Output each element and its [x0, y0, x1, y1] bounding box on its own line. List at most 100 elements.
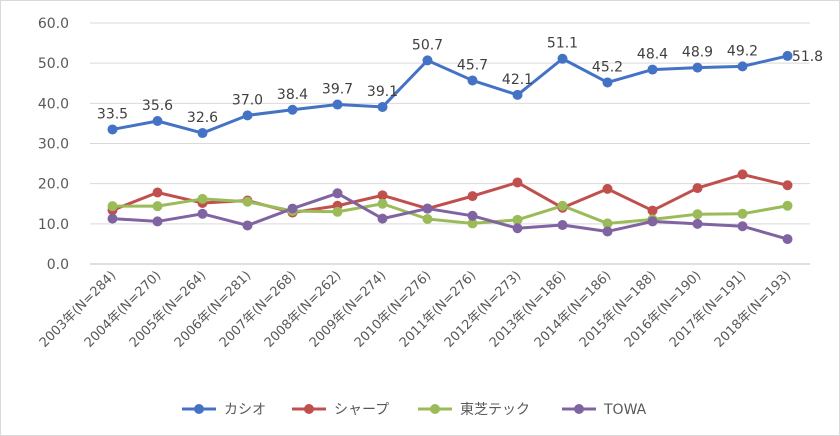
data-point — [377, 101, 388, 112]
data-point — [557, 53, 568, 64]
data-label: 32.6 — [187, 110, 218, 126]
data-point — [557, 200, 568, 211]
data-point — [107, 213, 118, 224]
data-label: 39.1 — [367, 84, 398, 100]
data-label: 33.5 — [97, 106, 128, 122]
y-axis-ticks: 0.0 10.0 20.0 30.0 40.0 50.0 60.0 — [38, 16, 69, 273]
data-point — [467, 191, 478, 202]
x-tick-label: 2012年(N=273) — [442, 268, 524, 350]
data-point — [467, 210, 478, 221]
data-point — [152, 201, 163, 212]
data-point — [242, 110, 253, 121]
data-point — [512, 223, 523, 234]
data-point — [377, 190, 388, 201]
x-axis-ticks: 2003年(N=284)2004年(N=270)2005年(N=264)2006… — [37, 268, 794, 350]
data-point — [332, 188, 343, 199]
data-point — [197, 128, 208, 139]
data-point — [647, 216, 658, 227]
series-line — [111, 172, 789, 215]
data-point — [287, 104, 298, 115]
legend-label: TOWA — [603, 402, 647, 418]
legend-marker — [194, 404, 204, 414]
data-point — [377, 213, 388, 224]
data-label: 51.8 — [792, 49, 823, 65]
data-point — [737, 61, 748, 72]
data-point — [107, 201, 118, 212]
data-point — [242, 220, 253, 231]
x-tick-label: 2018年(N=193) — [712, 268, 794, 350]
data-point — [422, 203, 433, 214]
data-point — [242, 196, 253, 207]
y-tick-label: 30.0 — [38, 137, 69, 153]
data-point — [512, 89, 523, 100]
x-tick-label: 2016年(N=190) — [622, 268, 704, 350]
data-label: 49.2 — [727, 43, 758, 59]
data-point — [692, 209, 703, 220]
series-line — [111, 54, 789, 135]
y-tick-label: 10.0 — [38, 217, 69, 233]
data-label: 45.7 — [457, 57, 488, 73]
data-point — [782, 234, 793, 245]
x-tick-label: 2014年(N=186) — [532, 268, 614, 350]
x-tick-label: 2003年(N=284) — [37, 268, 119, 350]
x-tick-label: 2017年(N=191) — [667, 268, 749, 350]
data-point — [737, 208, 748, 219]
series-markers — [107, 50, 793, 245]
data-point — [602, 77, 613, 88]
legend-marker — [574, 404, 584, 414]
data-label: 50.7 — [412, 37, 443, 53]
x-tick-label: 2005年(N=264) — [127, 268, 209, 350]
data-point — [377, 198, 388, 209]
data-point — [152, 187, 163, 198]
data-point — [782, 200, 793, 211]
data-point — [422, 214, 433, 225]
data-label: 35.6 — [142, 98, 173, 114]
data-point — [422, 55, 433, 66]
data-point — [197, 193, 208, 204]
data-point — [557, 220, 568, 231]
y-tick-label: 0.0 — [47, 257, 69, 273]
series-line — [111, 191, 789, 241]
data-point — [737, 169, 748, 180]
data-label: 38.4 — [277, 87, 308, 103]
legend-label: カシオ — [224, 402, 266, 418]
data-point — [692, 62, 703, 73]
y-tick-label: 20.0 — [38, 177, 69, 193]
data-point — [332, 99, 343, 110]
data-label: 48.4 — [637, 47, 668, 63]
x-tick-label: 2007年(N=268) — [217, 268, 299, 350]
data-point — [152, 116, 163, 127]
data-point — [512, 214, 523, 225]
x-tick-label: 2008年(N=262) — [262, 268, 344, 350]
x-tick-label: 2015年(N=188) — [577, 268, 659, 350]
data-point — [737, 221, 748, 232]
data-label: 48.9 — [682, 45, 713, 61]
data-point — [467, 218, 478, 229]
data-label: 39.7 — [322, 82, 353, 98]
x-tick-label: 2004年(N=270) — [82, 268, 164, 350]
data-point — [602, 183, 613, 194]
data-label: 45.2 — [592, 59, 623, 75]
data-point — [692, 183, 703, 194]
legend-marker — [304, 404, 314, 414]
y-tick-label: 40.0 — [38, 96, 69, 112]
data-point — [602, 226, 613, 237]
legend-label: シャープ — [334, 402, 389, 418]
series-line — [111, 197, 789, 225]
series-lines — [111, 54, 789, 241]
legend-label: 東芝テック — [460, 402, 530, 418]
data-point — [287, 203, 298, 214]
data-point — [467, 75, 478, 86]
data-point — [782, 180, 793, 191]
x-tick-label: 2006年(N=281) — [172, 268, 254, 350]
data-point — [332, 206, 343, 217]
data-point — [602, 218, 613, 229]
data-point — [107, 124, 118, 135]
data-label: 37.0 — [232, 92, 263, 108]
y-tick-label: 60.0 — [38, 16, 69, 32]
data-point — [152, 216, 163, 227]
x-tick-label: 2009年(N=274) — [307, 268, 389, 350]
x-tick-label: 2010年(N=276) — [352, 268, 434, 350]
data-labels: 33.5 35.6 32.6 37.0 38.4 39.7 39.1 50.7 45.7 42.1… — [97, 36, 823, 126]
